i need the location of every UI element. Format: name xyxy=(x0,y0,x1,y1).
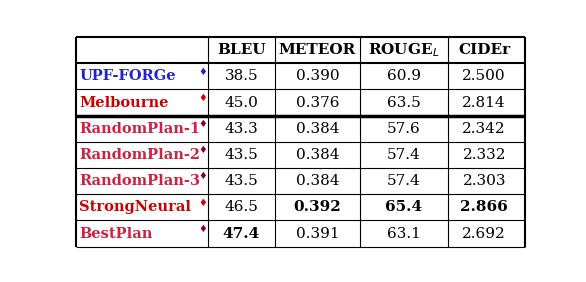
Text: 2.814: 2.814 xyxy=(462,96,506,110)
Text: Melbourne: Melbourne xyxy=(79,96,169,110)
Text: RandomPlan-1: RandomPlan-1 xyxy=(79,122,200,136)
Text: UPF-FORGe: UPF-FORGe xyxy=(79,69,176,83)
Text: RandomPlan-2: RandomPlan-2 xyxy=(79,148,200,162)
Text: 63.1: 63.1 xyxy=(387,226,421,241)
Text: 57.4: 57.4 xyxy=(387,174,421,188)
Text: ♦: ♦ xyxy=(198,171,207,181)
Text: 0.392: 0.392 xyxy=(294,200,341,214)
Text: 2.332: 2.332 xyxy=(462,148,506,162)
Text: 46.5: 46.5 xyxy=(224,200,258,214)
Text: 57.6: 57.6 xyxy=(387,122,421,136)
Text: 2.303: 2.303 xyxy=(462,174,506,188)
Text: 0.376: 0.376 xyxy=(296,96,339,110)
Text: 0.384: 0.384 xyxy=(296,174,339,188)
Text: ROUGE$_L$: ROUGE$_L$ xyxy=(368,41,440,59)
Text: 2.692: 2.692 xyxy=(462,226,506,241)
Text: 43.5: 43.5 xyxy=(224,148,258,162)
Text: ♦: ♦ xyxy=(198,198,207,208)
Text: 2.500: 2.500 xyxy=(462,69,506,83)
Text: BLEU: BLEU xyxy=(217,43,265,57)
Text: 60.9: 60.9 xyxy=(387,69,421,83)
Text: ♦: ♦ xyxy=(198,93,207,103)
Text: METEOR: METEOR xyxy=(279,43,356,57)
Text: 2.342: 2.342 xyxy=(462,122,506,136)
Text: 65.4: 65.4 xyxy=(386,200,423,214)
Text: CIDEr: CIDEr xyxy=(458,43,510,57)
Text: ♦: ♦ xyxy=(198,67,207,77)
Text: 0.384: 0.384 xyxy=(296,122,339,136)
Text: ♦: ♦ xyxy=(198,145,207,155)
Text: 57.4: 57.4 xyxy=(387,148,421,162)
Text: ♦: ♦ xyxy=(198,119,207,129)
Text: 0.391: 0.391 xyxy=(295,226,339,241)
Text: 63.5: 63.5 xyxy=(387,96,421,110)
Text: 45.0: 45.0 xyxy=(224,96,258,110)
Text: 47.4: 47.4 xyxy=(223,226,260,241)
Text: 0.390: 0.390 xyxy=(295,69,339,83)
Text: BestPlan: BestPlan xyxy=(79,226,152,241)
Text: ♦: ♦ xyxy=(198,224,207,234)
Text: 0.384: 0.384 xyxy=(296,148,339,162)
Text: RandomPlan-3: RandomPlan-3 xyxy=(79,174,200,188)
Text: 38.5: 38.5 xyxy=(224,69,258,83)
Text: 43.3: 43.3 xyxy=(224,122,258,136)
Text: StrongNeural: StrongNeural xyxy=(79,200,191,214)
Text: 43.5: 43.5 xyxy=(224,174,258,188)
Text: 2.866: 2.866 xyxy=(461,200,508,214)
